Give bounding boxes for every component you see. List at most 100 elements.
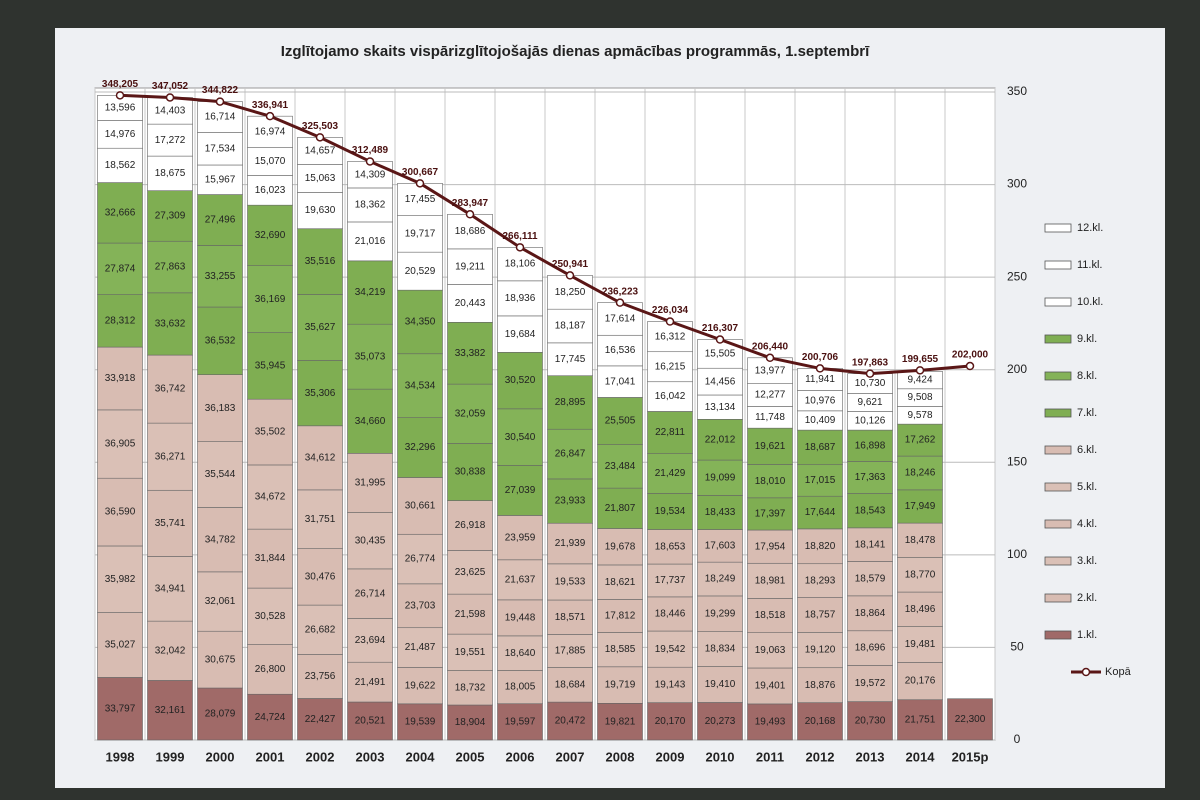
- bar-segment: [697, 702, 743, 741]
- bar-segment: [97, 182, 143, 244]
- total-label: 202,000: [952, 350, 989, 361]
- segment-label: 30,540: [505, 432, 536, 443]
- segment-label: 18,446: [655, 609, 686, 620]
- bar-segment: [297, 425, 343, 491]
- segment-label: 15,063: [305, 173, 336, 184]
- segment-label: 19,539: [405, 717, 436, 728]
- segment-label: 20,443: [455, 298, 486, 309]
- segment-label: 13,596: [105, 103, 136, 114]
- segment-label: 28,312: [105, 316, 136, 327]
- y-tick-label: 150: [1007, 454, 1027, 468]
- total-marker: [565, 271, 575, 280]
- bar-segment: [597, 703, 643, 741]
- segment-label: 18,686: [455, 226, 486, 237]
- bar-segment: [697, 367, 743, 396]
- segment-label: 26,800: [255, 664, 286, 675]
- legend-label: 12.kl.: [1077, 222, 1103, 234]
- total-label: 236,223: [602, 286, 639, 297]
- bar-segment: [497, 352, 543, 410]
- legend-swatch: [1044, 371, 1072, 381]
- bar-segment: [147, 123, 193, 157]
- segment-label: 17,949: [905, 501, 936, 512]
- bar-segment: [347, 701, 393, 741]
- segment-label: 26,774: [405, 554, 436, 565]
- segment-label: 17,603: [705, 540, 736, 551]
- legend-label: 7.kl.: [1077, 407, 1097, 419]
- bar-segment: [447, 593, 493, 635]
- bar-segment: [747, 667, 793, 705]
- legend-label: Kopā: [1105, 666, 1132, 678]
- segment-label: 28,895: [555, 397, 586, 408]
- legend-swatch: [1044, 334, 1072, 344]
- x-tick-label: 1998: [106, 749, 135, 764]
- bar-segment: [297, 294, 343, 361]
- segment-label: 16,042: [655, 391, 686, 402]
- segment-label: 19,717: [405, 229, 436, 240]
- segment-label: 15,505: [705, 349, 736, 360]
- bar-segment: [247, 464, 293, 530]
- bar-segment: [897, 557, 943, 593]
- segment-label: 32,666: [105, 207, 136, 218]
- segment-label: 35,502: [255, 427, 286, 438]
- segment-label: 21,598: [455, 609, 486, 620]
- segment-label: 36,271: [155, 451, 186, 462]
- segment-label: 23,756: [305, 671, 336, 682]
- bar-segment: [597, 487, 643, 529]
- segment-label: 34,350: [405, 317, 436, 328]
- bar-segment: [797, 429, 843, 466]
- segment-label: 19,533: [555, 577, 586, 588]
- bar-segment: [797, 702, 843, 741]
- segment-label: 17,015: [805, 475, 836, 486]
- segment-label: 13,977: [755, 365, 786, 376]
- bar-segment: [97, 147, 143, 183]
- x-tick-label: 2005: [456, 749, 485, 764]
- bar-segment: [397, 417, 443, 478]
- bar-segment: [797, 563, 843, 598]
- bar-segment: [897, 522, 943, 558]
- segment-label: 27,863: [155, 262, 186, 273]
- bar-segment: [897, 489, 943, 524]
- segment-label: 34,534: [405, 380, 436, 391]
- bar-segment: [697, 631, 743, 667]
- segment-label: 17,954: [755, 541, 786, 552]
- segment-label: 18,696: [855, 643, 886, 654]
- y-tick-label: 0: [1014, 732, 1021, 746]
- bar-segment: [597, 528, 643, 566]
- bar-segment: [697, 459, 743, 496]
- total-label: 344,822: [202, 85, 239, 96]
- bar-segment: [447, 284, 493, 323]
- total-marker: [865, 369, 875, 378]
- segment-label: 36,532: [205, 335, 236, 346]
- segment-label: 18,562: [105, 160, 136, 171]
- bar-segment: [847, 595, 893, 632]
- bar-segment: [547, 428, 593, 480]
- bar-segment: [597, 599, 643, 633]
- segment-label: 35,741: [155, 518, 186, 529]
- bar-segment: [97, 120, 143, 149]
- bar-segment: [597, 632, 643, 668]
- segment-label: 30,675: [205, 654, 236, 665]
- bar-segment: [547, 563, 593, 601]
- segment-label: 21,807: [605, 503, 636, 514]
- bar-segment: [747, 598, 793, 633]
- segment-label: 33,382: [455, 348, 486, 359]
- total-label: 347,052: [152, 81, 189, 92]
- segment-label: 17,272: [155, 135, 186, 146]
- bar-segment: [597, 334, 643, 367]
- bar-segment: [447, 500, 493, 551]
- segment-label: 30,520: [505, 375, 536, 386]
- bar-segment: [647, 563, 693, 598]
- segment-label: 36,905: [105, 439, 136, 450]
- bar-segment: [247, 398, 293, 466]
- bar-segment: [897, 662, 943, 701]
- segment-label: 14,456: [705, 376, 736, 387]
- bar-segment: [397, 533, 443, 585]
- x-tick-label: 2013: [856, 749, 885, 764]
- bar-segment: [597, 365, 643, 398]
- segment-label: 34,941: [155, 583, 186, 594]
- bar-segment: [197, 630, 243, 689]
- segment-label: 31,995: [355, 478, 386, 489]
- bar-segment: [397, 353, 443, 418]
- bar-segment: [697, 666, 743, 703]
- bar-segment: [397, 583, 443, 629]
